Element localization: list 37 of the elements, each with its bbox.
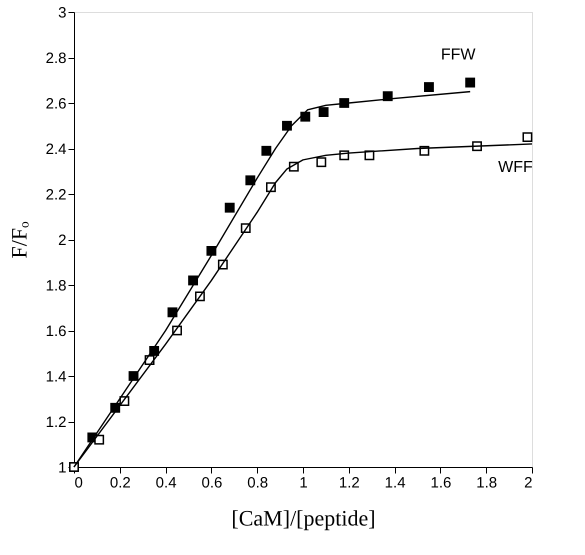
x-tick-label: 0 (74, 474, 83, 492)
point (424, 82, 434, 92)
point (282, 120, 292, 131)
point (224, 202, 235, 213)
point (316, 157, 326, 168)
y-axis-title: F/Fₒ (6, 222, 32, 258)
x-tick-label: 1.8 (476, 474, 498, 492)
x-tick-label: 0.6 (201, 474, 222, 492)
point (261, 146, 272, 156)
x-tick-label: 1 (299, 474, 308, 492)
x-tick-label: 1.6 (430, 474, 452, 492)
y-tick-label: 1 (58, 460, 66, 476)
point (188, 276, 198, 286)
x-tick-label: 0.4 (156, 474, 177, 492)
y-tick-label: 2.6 (46, 96, 66, 112)
y-tick-label: 2.4 (46, 141, 66, 158)
y-tick-label: 3 (58, 4, 66, 22)
point (522, 132, 532, 142)
series-label: FFW (440, 46, 476, 64)
point (245, 175, 256, 186)
point (168, 307, 178, 318)
point (465, 78, 476, 88)
point (318, 107, 329, 118)
y-tick-label: 2.8 (46, 50, 66, 67)
y-tick-label: 2.2 (46, 186, 66, 204)
y-tick-label: 1.6 (46, 323, 66, 340)
x-tick-label: 1.4 (384, 474, 406, 492)
x-tick-label: 0.2 (110, 474, 131, 492)
y-tick-label: 1.4 (46, 368, 66, 386)
x-tick-label: 2 (524, 474, 532, 492)
y-tick-label: 1.8 (46, 278, 66, 294)
x-tick-label: 0.8 (247, 474, 268, 492)
x-axis-title: [CaM]/[peptide] (231, 506, 376, 530)
y-tick-label: 1.2 (46, 414, 66, 431)
y-tick-label: 2 (58, 232, 66, 249)
x-tick-label: 1.2 (338, 474, 360, 492)
series-label: WFF (498, 159, 533, 176)
